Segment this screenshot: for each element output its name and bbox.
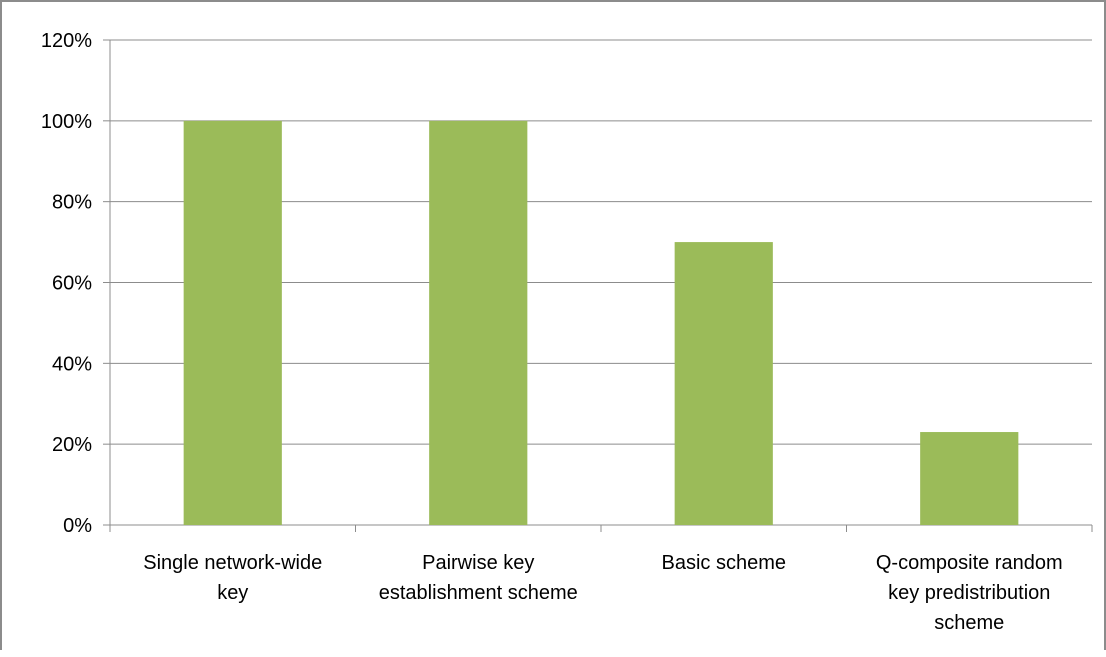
x-category-label-line: establishment scheme	[379, 582, 578, 604]
x-category-label-line: key predistribution	[888, 582, 1050, 604]
x-category-label: Pairwise key establishment scheme	[379, 552, 578, 604]
bar	[429, 120, 528, 525]
x-category-label: Single network-wide key	[143, 552, 322, 604]
x-category-label-line: Single network-wide	[143, 552, 322, 574]
y-tick-label: 100%	[41, 111, 92, 133]
x-category-label-line: key	[217, 582, 248, 604]
bar	[674, 242, 773, 526]
x-category-label-line: Q-composite random	[876, 552, 1063, 574]
y-tick-label: 120%	[41, 30, 92, 52]
y-tick-label: 0%	[63, 515, 92, 537]
y-tick-label: 20%	[52, 434, 92, 456]
bar	[183, 120, 282, 525]
x-category-label-line: scheme	[934, 612, 1004, 634]
y-tick-label: 80%	[52, 192, 92, 214]
x-category-label-line: Pairwise key	[422, 552, 534, 574]
y-tick-label: 40%	[52, 353, 92, 375]
bar	[920, 432, 1019, 525]
y-tick-label: 60%	[52, 273, 92, 295]
x-category-label: Q-composite random key predistribution sch…	[876, 552, 1063, 634]
x-category-label: Basic scheme	[662, 552, 787, 574]
x-category-label-line: Basic scheme	[662, 552, 787, 574]
